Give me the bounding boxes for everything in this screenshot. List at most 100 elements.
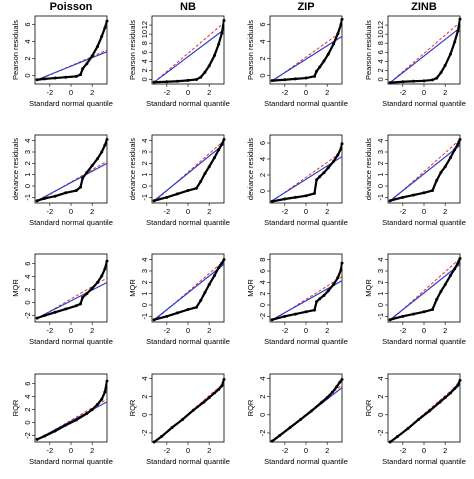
qq-point: [411, 193, 415, 197]
qq-point: [309, 409, 313, 413]
qq-point: [35, 316, 39, 320]
y-tick-label: 3: [376, 150, 385, 154]
y-tick-label: 0: [140, 77, 149, 81]
y-tick-label: 6: [258, 22, 267, 26]
qq-point: [288, 425, 292, 429]
qq-point: [435, 76, 439, 80]
y-tick-label: 0: [258, 413, 267, 417]
y-tick-label: 3: [23, 150, 32, 154]
qq-point: [199, 298, 203, 302]
qq-point: [79, 73, 83, 77]
qq-point: [74, 418, 78, 422]
y-tick-label: -1: [23, 194, 32, 201]
y-axis-label: RQR: [246, 399, 255, 416]
y-tick-label: -1: [140, 194, 149, 201]
qq-point: [165, 80, 169, 84]
qq-point: [212, 156, 216, 160]
qq-point: [105, 19, 109, 23]
qq-point: [199, 179, 203, 183]
qq-point: [388, 440, 392, 444]
qq-point: [330, 390, 334, 394]
qq-point: [270, 199, 274, 203]
qq-point: [105, 259, 109, 263]
qq-point: [220, 384, 224, 388]
y-tick-label: 0: [376, 184, 385, 188]
x-tick-label: 2: [443, 326, 447, 335]
qq-point: [340, 377, 344, 381]
y-tick-label: 0: [258, 189, 267, 193]
qq-point: [270, 439, 274, 443]
x-tick-label: 2: [90, 88, 94, 97]
qq-point: [448, 274, 452, 278]
panel: -2 0 2 -2 0 2 4 6 Standard normal quantile RQR: [11, 373, 113, 466]
y-tick-label: 4: [376, 139, 385, 143]
qq-point: [326, 289, 330, 293]
qq-point: [326, 52, 330, 56]
reference-line-blue: [36, 51, 107, 81]
qq-point: [332, 159, 336, 163]
x-tick-label: 2: [90, 207, 94, 216]
qq-point: [217, 266, 221, 270]
qq-point-band: [271, 143, 342, 203]
y-tick-label: 4: [140, 376, 149, 380]
qq-point: [79, 302, 83, 306]
x-tick-label: 0: [186, 446, 190, 455]
qq-point: [203, 291, 207, 295]
y-tick-label: 0: [140, 413, 149, 417]
x-axis-label: Standard normal quantile: [146, 99, 230, 108]
x-tick-label: 0: [422, 88, 426, 97]
qq-point: [64, 423, 68, 427]
x-axis-label: Standard normal quantile: [29, 337, 113, 346]
x-tick-label: 0: [304, 207, 308, 216]
qq-point: [160, 435, 164, 439]
qq-point: [304, 310, 308, 314]
qq-point: [332, 42, 336, 46]
qq-point: [43, 314, 47, 318]
qq-point-band: [36, 380, 107, 441]
qq-point: [152, 440, 156, 444]
qq-point: [35, 199, 39, 203]
qq-point: [325, 396, 329, 400]
x-tick-label: 2: [325, 446, 329, 455]
y-tick-label: 2: [258, 56, 267, 60]
reference-line-red: [271, 276, 342, 322]
y-tick-label: 6: [376, 50, 385, 54]
panel: -2 0 2 -2 0 2 4 Standard normal quantile RQR: [364, 373, 466, 466]
qq-point: [175, 311, 179, 315]
y-axis-label: deviance residuals: [246, 138, 255, 200]
qq-point: [207, 396, 211, 400]
y-tick-label: 4: [140, 258, 149, 262]
qq-point: [74, 74, 78, 78]
qq-point: [278, 434, 282, 438]
qq-point: [100, 150, 104, 154]
qq-point: [203, 70, 207, 74]
reference-line-blue: [389, 144, 460, 202]
y-tick-label: 1: [140, 292, 149, 296]
y-tick-label: 0: [376, 413, 385, 417]
qq-point: [326, 166, 330, 170]
qq-point: [293, 312, 297, 316]
qq-point: [217, 387, 221, 391]
qq-point: [396, 435, 400, 439]
qq-point: [53, 310, 57, 314]
column-title: NB: [180, 1, 196, 13]
x-axis-label: Standard normal quantile: [382, 218, 466, 227]
x-axis-label: Standard normal quantile: [146, 218, 230, 227]
qq-point: [456, 29, 460, 33]
y-tick-label: 8: [140, 41, 149, 45]
qq-point: [422, 310, 426, 314]
qq-point: [338, 380, 342, 384]
qq-point: [203, 172, 207, 176]
y-tick-label: 4: [258, 376, 267, 380]
qq-point: [95, 280, 99, 284]
panel: -2 0 2 -1 0 1 2 3 4 Standard normal quantile devia…: [364, 134, 466, 227]
y-tick-label: 10: [140, 30, 149, 38]
qq-point: [439, 289, 443, 293]
y-tick-label: 4: [23, 275, 32, 279]
x-tick-label: 0: [69, 446, 73, 455]
qq-point: [401, 314, 405, 318]
reference-line-blue: [153, 263, 224, 321]
qq-point: [152, 80, 156, 84]
